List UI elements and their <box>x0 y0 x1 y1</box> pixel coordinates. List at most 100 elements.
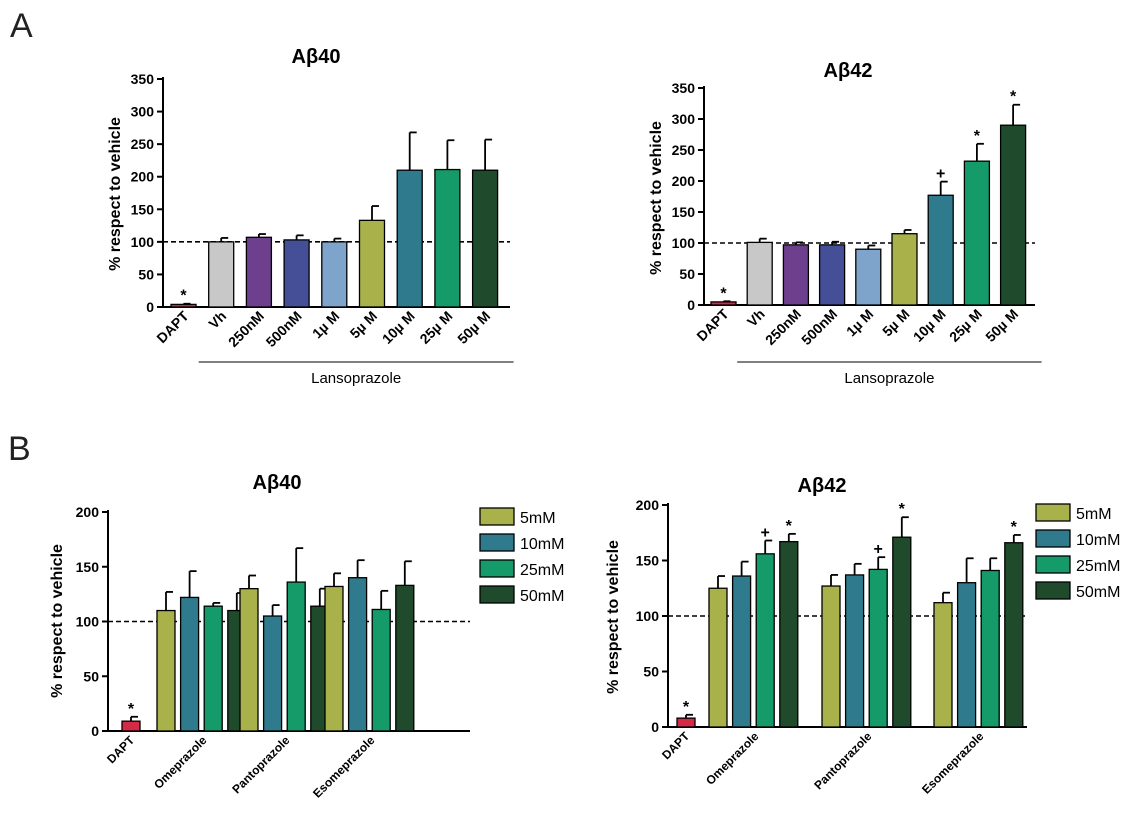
bar-omeprazole-25mm-significance-mark: + <box>761 525 770 542</box>
bar-vh <box>208 241 235 308</box>
bar-esomeprazole-50mm-significance-mark: * <box>1011 519 1018 536</box>
legend-label-5mm: 5mM <box>520 510 556 527</box>
x-tick-label: 1µ M <box>843 306 877 340</box>
bar-pantoprazole-5mm <box>239 588 259 732</box>
bar-25u-m <box>434 168 461 308</box>
bar-250nm <box>245 236 273 308</box>
bar-50u-m-significance-mark: * <box>1010 89 1017 106</box>
y-tick-label: 150 <box>672 204 696 220</box>
bar-50u-m <box>999 124 1027 306</box>
y-tick-label: 50 <box>138 266 154 282</box>
y-tick-label: 50 <box>643 664 659 680</box>
bar-25u-m-significance-mark: * <box>974 128 981 145</box>
bar-10u-m <box>396 169 423 308</box>
x-tick-label: 25µ M <box>416 308 455 347</box>
x-tick-label: DAPT <box>659 729 692 762</box>
x-tick-label: Omeprazole <box>151 733 210 792</box>
x-tick-label: DAPT <box>104 733 137 766</box>
y-tick-label: 100 <box>131 234 155 250</box>
y-axis-label: % respect to vehicle <box>49 544 66 698</box>
x-tick-label: 10µ M <box>379 308 418 347</box>
bar-dapt <box>121 720 141 732</box>
x-tick-label: Pantoprazole <box>229 733 292 796</box>
x-tick-label: 50µ M <box>982 306 1021 345</box>
legend-swatch-25mm <box>1035 555 1071 574</box>
chart-abeta42-ppi: 0 50 100 150 200 Aβ42 % respect to vehicle * DAP… <box>605 475 1120 797</box>
legend-swatch-25mm <box>479 559 515 578</box>
x-tick-label: Vh <box>205 308 229 332</box>
y-tick-label: 0 <box>146 299 154 315</box>
y-tick-label: 150 <box>636 553 660 569</box>
x-tick-label: Esomeprazole <box>310 733 378 801</box>
bar-omeprazole-25mm <box>755 553 775 728</box>
x-tick-label: 1µ M <box>309 308 343 342</box>
y-tick-label: 200 <box>636 497 660 513</box>
x-tick-label: DAPT <box>153 308 192 347</box>
x-tick-label: 10µ M <box>910 306 949 345</box>
chart-abeta40-ppi: 0 50 100 150 200 Aβ40 % respect to vehicle * DAP… <box>49 472 564 801</box>
bar-esomeprazole-50mm <box>1004 542 1024 728</box>
bar-pantoprazole-50mm-significance-mark: * <box>899 501 906 518</box>
y-tick-label: 250 <box>672 142 696 158</box>
bar-pantoprazole-50mm <box>892 536 912 728</box>
bar-esomeprazole-5mm <box>933 602 953 728</box>
x-tick-label: 5µ M <box>879 306 913 340</box>
legend-label-5mm: 5mM <box>1076 506 1112 523</box>
bar-dapt-significance-mark: * <box>720 285 727 302</box>
bar-25u-m <box>963 160 991 306</box>
bar-1u-m <box>321 241 348 308</box>
bar-dapt <box>710 301 737 306</box>
bar-omeprazole-50mm <box>779 540 799 728</box>
panel-letter-b: B <box>8 430 31 468</box>
x-tick-label: 5µ M <box>347 308 381 342</box>
y-tick-label: 100 <box>76 614 100 630</box>
bar-omeprazole-5mm <box>156 609 176 732</box>
legend-label-10mm: 10mM <box>520 536 564 553</box>
bar-pantoprazole-5mm <box>821 585 841 728</box>
y-tick-label: 200 <box>672 173 696 189</box>
bar-pantoprazole-25mm <box>286 581 306 732</box>
bar-pantoprazole-10mm <box>844 574 865 728</box>
legend-swatch-10mm <box>1035 529 1071 548</box>
bar-500nm <box>283 239 310 308</box>
bar-5u-m <box>891 233 918 306</box>
x-tick-label: Vh <box>744 306 768 330</box>
y-tick-label: 200 <box>131 169 155 185</box>
bar-omeprazole-50mm-significance-mark: * <box>786 518 793 535</box>
x-tick-label: 500nM <box>263 308 305 350</box>
legend-label-25mm: 25mM <box>520 562 564 579</box>
bar-5u-m <box>358 219 386 308</box>
bar-omeprazole-5mm <box>708 587 728 728</box>
y-tick-label: 50 <box>83 668 99 684</box>
bar-dapt-significance-mark: * <box>128 701 135 718</box>
bar-omeprazole-10mm <box>731 575 752 728</box>
y-tick-label: 0 <box>651 719 659 735</box>
bar-10u-m-significance-mark: + <box>936 166 945 183</box>
y-tick-label: 100 <box>636 608 660 624</box>
legend-swatch-50mm <box>1035 581 1071 600</box>
bar-omeprazole-10mm <box>179 596 200 732</box>
bar-omeprazole-25mm <box>203 605 223 732</box>
bar-dapt <box>676 717 696 728</box>
bar-pantoprazole-10mm <box>262 615 283 732</box>
group-label: Lansoprazole <box>311 370 401 387</box>
bar-dapt <box>170 303 197 308</box>
legend-label-10mm: 10mM <box>1076 532 1120 549</box>
y-tick-label: 50 <box>679 266 695 282</box>
bar-dapt-significance-mark: * <box>180 288 187 305</box>
y-tick-label: 150 <box>76 559 100 575</box>
legend-swatch-5mm <box>1035 503 1071 522</box>
bar-dapt-significance-mark: * <box>683 699 690 716</box>
y-tick-label: 0 <box>687 297 695 313</box>
legend-swatch-10mm <box>479 533 515 552</box>
chart-abeta42-lansoprazole: 0 50 100 150 200 250 300 350 Aβ42 % respect to ve… <box>648 60 1042 387</box>
legend-swatch-50mm <box>479 585 515 604</box>
bar-500nm <box>818 244 846 306</box>
y-tick-label: 300 <box>131 104 155 120</box>
x-tick-label: 500nM <box>798 306 840 348</box>
bar-esomeprazole-25mm <box>371 608 391 732</box>
x-tick-label: Omeprazole <box>703 729 762 788</box>
x-tick-label: 50µ M <box>454 308 493 347</box>
legend-label-25mm: 25mM <box>1076 558 1120 575</box>
y-axis-label: % respect to vehicle <box>605 540 622 694</box>
